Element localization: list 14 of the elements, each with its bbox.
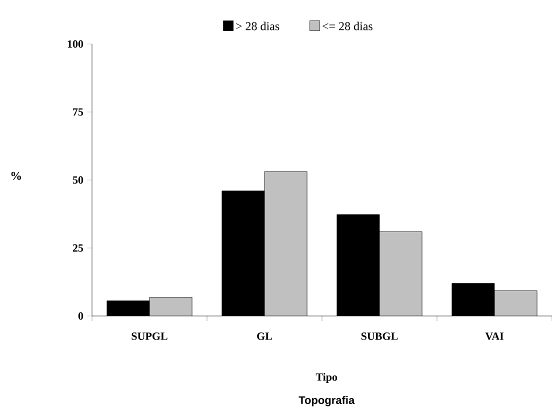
y-tick-label: 100: [68, 40, 84, 48]
legend-label: <= 28 dias: [322, 22, 372, 30]
text: Topografia: [298, 396, 355, 406]
x-axis-title: Tipo: [316, 373, 338, 383]
y-tick-label: 0: [78, 312, 84, 320]
x-tick-label: SUBGL: [361, 332, 398, 340]
x-tick-label: SUPGL: [132, 332, 168, 340]
x-tick-label: VAI: [485, 332, 504, 340]
legend-label: > 28 dias: [236, 22, 280, 30]
y-tick-label: 50: [72, 176, 84, 184]
y-axis-title: %: [11, 172, 21, 180]
y-tick-label: 75: [73, 108, 84, 116]
x-tick-label: GL: [257, 332, 272, 340]
y-tick-label: 25: [72, 244, 84, 252]
